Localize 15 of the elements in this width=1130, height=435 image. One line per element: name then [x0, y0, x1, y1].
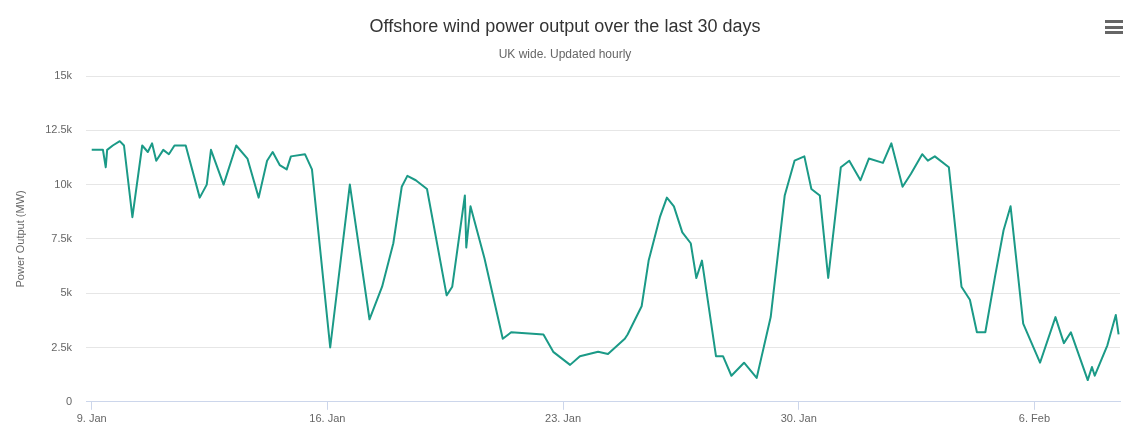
y-tick-label: 10k: [54, 177, 73, 190]
y-tick-label: 15k: [54, 69, 73, 82]
y-tick-label: 12.5k: [45, 123, 73, 136]
y-tick-label: 0: [65, 394, 73, 407]
y-tick-label: 5k: [60, 286, 73, 299]
x-tick-label: 30. Jan: [780, 412, 817, 425]
chart-title: Offshore wind power output over the last 30 days: [369, 15, 761, 36]
y-tick-label: 2.5k: [51, 340, 73, 353]
x-tick-label: 16. Jan: [309, 412, 346, 425]
chart-subtitle: UK wide. Updated hourly: [498, 47, 632, 62]
x-tick-label: 9. Jan: [76, 412, 107, 425]
y-axis-title: Power Output (MW): [13, 190, 26, 288]
x-tick-label: 23. Jan: [545, 412, 582, 425]
y-tick-label: 7.5k: [51, 231, 73, 244]
x-tick-label: 6. Feb: [1018, 412, 1051, 425]
